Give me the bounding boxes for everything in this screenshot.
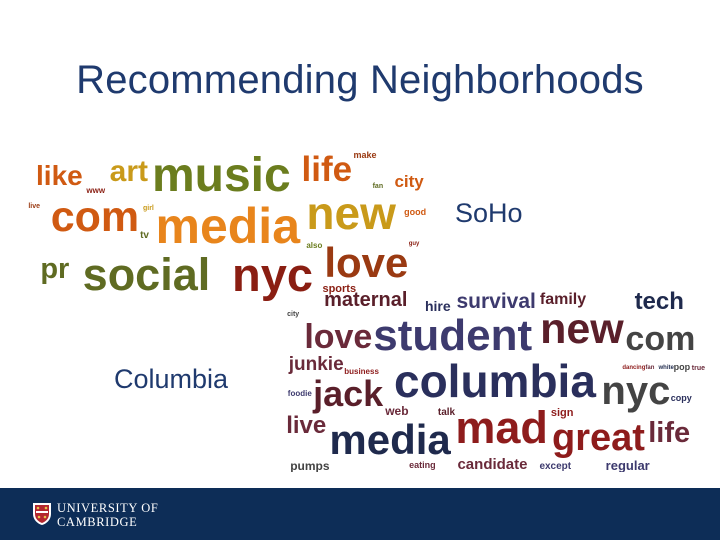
cloud-word: pr	[40, 252, 70, 285]
cloud-word: business	[344, 367, 379, 376]
cloud-word: com	[50, 192, 140, 241]
cloud-word: pop	[673, 362, 691, 373]
slide-title: Recommending Neighborhoods	[76, 58, 644, 102]
cloud-word: girl	[142, 204, 154, 212]
cloud-word: art	[109, 154, 148, 188]
soho-word-cloud: media music nyc new social com love life art pr li…	[28, 150, 428, 302]
soho-label: SoHo	[455, 198, 523, 228]
columbia-label: Columbia	[114, 364, 229, 394]
cloud-word: like	[36, 160, 83, 192]
cloud-word: love	[324, 238, 409, 286]
footer-bar: UNIVERSITY OF CAMBRIDGE	[0, 488, 720, 540]
cloud-word: fan	[372, 182, 384, 190]
cloud-word: talk	[437, 407, 456, 419]
cloud-word: mad	[455, 401, 548, 453]
cloud-word: junkie	[288, 354, 344, 376]
university-line2: CAMBRIDGE	[57, 515, 138, 529]
cloud-word: columbia	[394, 355, 596, 407]
cloud-word: jack	[313, 373, 384, 415]
cloud-word: sign	[550, 407, 574, 420]
cloud-word: copy	[670, 393, 692, 404]
cloud-word: fan	[645, 364, 655, 371]
cloud-word: candidate	[457, 455, 528, 472]
cloud-word: life	[301, 150, 353, 190]
cloud-word: new	[306, 187, 396, 240]
cloud-word: live	[28, 203, 41, 211]
cloud-word: family	[539, 290, 587, 308]
cloud-word: tv	[140, 230, 149, 242]
cloud-word: make	[353, 150, 377, 161]
cloud-word: media	[155, 198, 301, 254]
cambridge-crest-icon	[33, 503, 51, 525]
university-wordmark: UNIVERSITY OF CAMBRIDGE	[57, 501, 158, 529]
cloud-word: eating	[409, 460, 436, 471]
cloud-word: com	[625, 319, 696, 358]
cloud-word: www	[86, 186, 106, 196]
cloud-word: love	[304, 317, 373, 356]
cloud-word: life	[648, 416, 691, 449]
cloud-word: good	[404, 207, 427, 218]
cloud-word: web	[385, 403, 409, 418]
cloud-word: true	[691, 364, 705, 372]
cloud-word: nyc	[601, 369, 671, 414]
cloud-word: hire	[424, 298, 451, 315]
cloud-word: guy	[408, 240, 420, 247]
cloud-word: foodie	[287, 388, 312, 398]
cloud-word: also	[306, 240, 323, 250]
columbia-word-cloud: columbia mad student new media nyc great jack lo…	[285, 290, 705, 472]
cloud-word: student	[373, 310, 533, 360]
cloud-word: regular	[605, 457, 650, 472]
cloud-word: dancing	[622, 364, 646, 371]
cloud-word: maternal	[324, 290, 408, 312]
cloud-word: tech	[634, 290, 684, 316]
cloud-word: white	[658, 364, 674, 371]
cloud-word: social	[82, 249, 211, 301]
cloud-word: except	[539, 460, 572, 472]
cloud-word: media	[329, 415, 451, 463]
cloud-word: live	[286, 412, 327, 440]
cloud-word: new	[540, 305, 624, 354]
cloud-word: survival	[456, 290, 536, 313]
cloud-word: pumps	[290, 458, 330, 472]
cloud-word: music	[151, 150, 291, 203]
university-line1: UNIVERSITY OF	[57, 501, 159, 515]
cloud-word: sports	[322, 283, 357, 296]
cloud-word: great	[552, 417, 645, 460]
cloud-word: city	[394, 172, 424, 192]
cloud-word: city	[287, 311, 300, 319]
cloud-word: nyc	[232, 248, 314, 302]
